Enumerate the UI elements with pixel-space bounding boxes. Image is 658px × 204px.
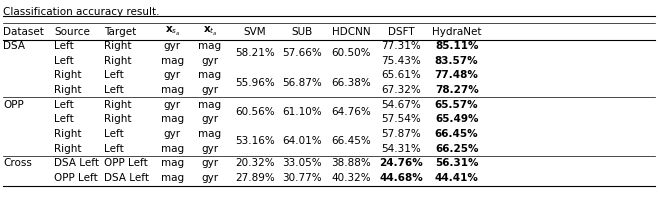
Text: mag: mag <box>198 100 222 110</box>
Text: 66.38%: 66.38% <box>332 78 371 88</box>
Text: HDCNN: HDCNN <box>332 27 370 37</box>
Text: Left: Left <box>104 70 124 80</box>
Text: mag: mag <box>161 158 184 169</box>
Text: 44.41%: 44.41% <box>435 173 478 183</box>
Text: Right: Right <box>104 41 132 51</box>
Text: mag: mag <box>161 114 184 124</box>
Text: 66.45%: 66.45% <box>435 129 478 139</box>
Text: 56.31%: 56.31% <box>435 158 478 169</box>
Text: Right: Right <box>54 129 82 139</box>
Text: Left: Left <box>54 100 74 110</box>
Text: mag: mag <box>161 173 184 183</box>
Text: 85.11%: 85.11% <box>435 41 478 51</box>
Text: DSA: DSA <box>3 41 25 51</box>
Text: $\mathbf{x}_{t_a}$: $\mathbf{x}_{t_a}$ <box>203 25 217 38</box>
Text: mag: mag <box>161 144 184 154</box>
Text: 65.61%: 65.61% <box>382 70 421 80</box>
Text: SVM: SVM <box>243 27 266 37</box>
Text: 65.57%: 65.57% <box>435 100 478 110</box>
Text: mag: mag <box>198 70 222 80</box>
Text: 56.87%: 56.87% <box>282 78 322 88</box>
Text: 33.05%: 33.05% <box>282 158 322 169</box>
Text: 44.68%: 44.68% <box>380 173 423 183</box>
Text: Right: Right <box>54 70 82 80</box>
Text: HydraNet: HydraNet <box>432 27 482 37</box>
Text: DSA Left: DSA Left <box>104 173 149 183</box>
Text: 20.32%: 20.32% <box>235 158 274 169</box>
Text: gyr: gyr <box>201 85 218 95</box>
Text: Classification accuracy result.: Classification accuracy result. <box>3 7 160 17</box>
Text: 67.32%: 67.32% <box>382 85 421 95</box>
Text: gyr: gyr <box>201 173 218 183</box>
Text: gyr: gyr <box>164 70 181 80</box>
Text: OPP: OPP <box>3 100 24 110</box>
Text: Target: Target <box>104 27 136 37</box>
Text: Right: Right <box>104 114 132 124</box>
Text: mag: mag <box>161 85 184 95</box>
Text: 77.31%: 77.31% <box>382 41 421 51</box>
Text: 27.89%: 27.89% <box>235 173 274 183</box>
Text: 66.25%: 66.25% <box>435 144 478 154</box>
Text: 58.21%: 58.21% <box>235 48 274 58</box>
Text: Right: Right <box>104 100 132 110</box>
Text: Right: Right <box>54 144 82 154</box>
Text: 65.49%: 65.49% <box>435 114 478 124</box>
Text: gyr: gyr <box>201 114 218 124</box>
Text: 57.54%: 57.54% <box>382 114 421 124</box>
Text: mag: mag <box>198 41 222 51</box>
Text: Left: Left <box>104 144 124 154</box>
Text: 54.67%: 54.67% <box>382 100 421 110</box>
Text: Left: Left <box>54 41 74 51</box>
Text: 57.66%: 57.66% <box>282 48 322 58</box>
Text: 60.56%: 60.56% <box>235 107 274 117</box>
Text: 24.76%: 24.76% <box>380 158 423 169</box>
Text: DSA Left: DSA Left <box>54 158 99 169</box>
Text: 38.88%: 38.88% <box>332 158 371 169</box>
Text: 54.31%: 54.31% <box>382 144 421 154</box>
Text: mag: mag <box>198 129 222 139</box>
Text: 64.01%: 64.01% <box>282 136 322 146</box>
Text: Right: Right <box>54 85 82 95</box>
Text: 77.48%: 77.48% <box>435 70 478 80</box>
Text: gyr: gyr <box>201 158 218 169</box>
Text: Right: Right <box>104 55 132 66</box>
Text: mag: mag <box>161 55 184 66</box>
Text: 61.10%: 61.10% <box>282 107 322 117</box>
Text: gyr: gyr <box>201 144 218 154</box>
Text: DSFT: DSFT <box>388 27 415 37</box>
Text: Cross: Cross <box>3 158 32 169</box>
Text: gyr: gyr <box>164 100 181 110</box>
Text: 60.50%: 60.50% <box>332 48 371 58</box>
Text: Left: Left <box>104 85 124 95</box>
Text: Left: Left <box>54 114 74 124</box>
Text: 64.76%: 64.76% <box>332 107 371 117</box>
Text: gyr: gyr <box>164 41 181 51</box>
Text: Source: Source <box>54 27 90 37</box>
Text: 57.87%: 57.87% <box>382 129 421 139</box>
Text: 30.77%: 30.77% <box>282 173 322 183</box>
Text: 75.43%: 75.43% <box>382 55 421 66</box>
Text: Dataset: Dataset <box>3 27 44 37</box>
Text: Left: Left <box>104 129 124 139</box>
Text: OPP Left: OPP Left <box>104 158 147 169</box>
Text: 40.32%: 40.32% <box>332 173 371 183</box>
Text: OPP Left: OPP Left <box>54 173 97 183</box>
Text: 78.27%: 78.27% <box>435 85 478 95</box>
Text: 83.57%: 83.57% <box>435 55 478 66</box>
Text: gyr: gyr <box>164 129 181 139</box>
Text: Left: Left <box>54 55 74 66</box>
Text: SUB: SUB <box>291 27 313 37</box>
Text: 53.16%: 53.16% <box>235 136 274 146</box>
Text: 55.96%: 55.96% <box>235 78 274 88</box>
Text: gyr: gyr <box>201 55 218 66</box>
Text: 66.45%: 66.45% <box>332 136 371 146</box>
Text: $\mathbf{x}_{s_a}$: $\mathbf{x}_{s_a}$ <box>164 25 180 38</box>
